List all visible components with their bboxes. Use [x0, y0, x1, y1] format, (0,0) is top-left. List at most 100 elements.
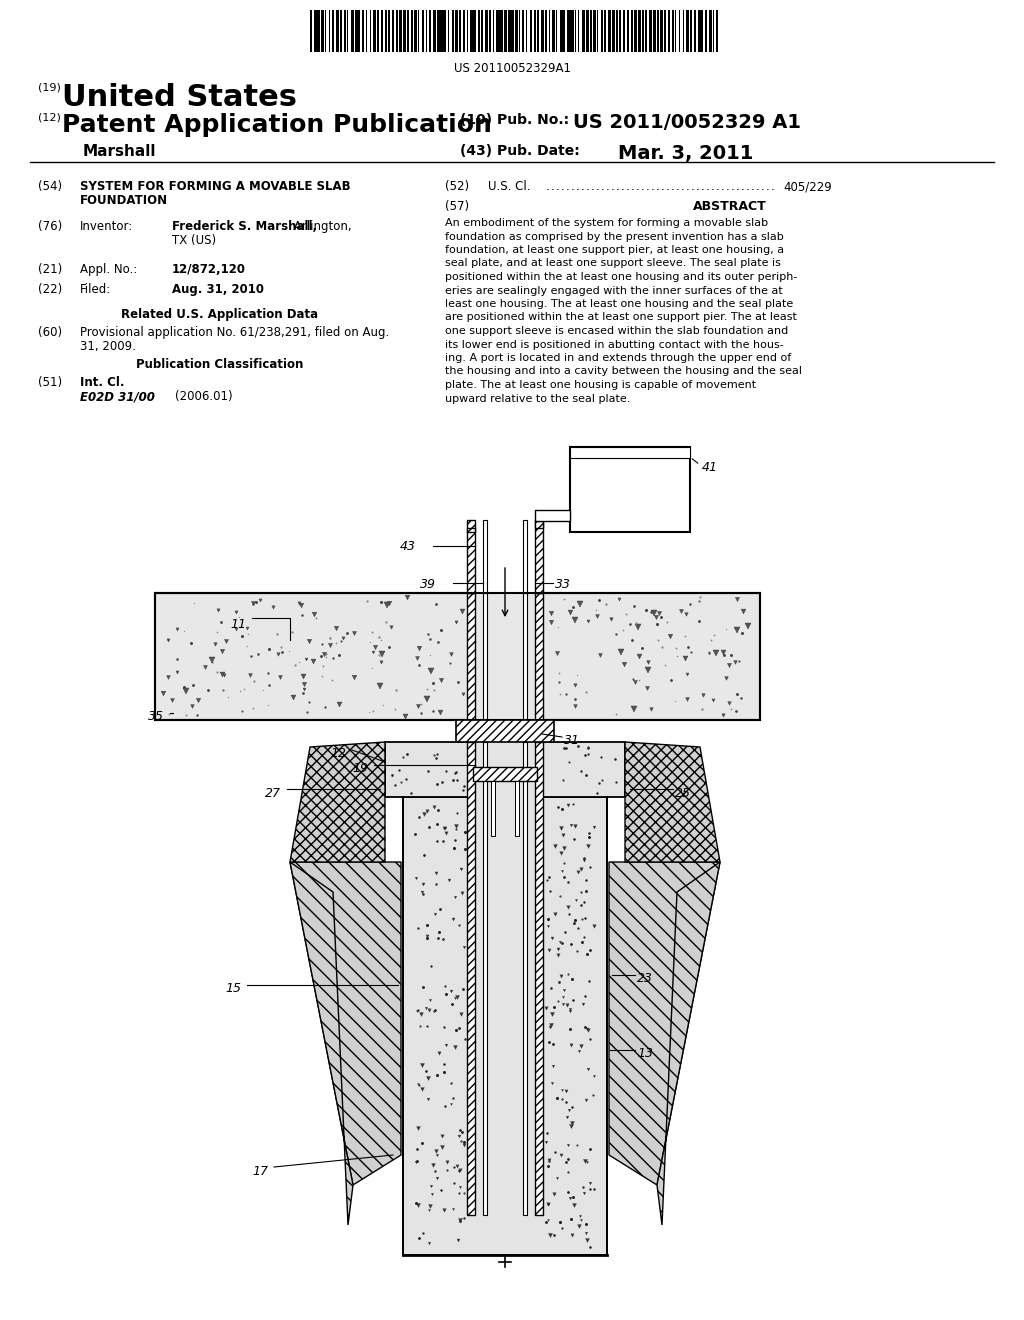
Bar	[675, 11, 677, 51]
Bar	[481, 11, 483, 51]
Bar	[399, 11, 401, 51]
Bar	[556, 11, 557, 51]
Bar	[452, 11, 455, 51]
Bar	[429, 11, 430, 51]
Bar	[690, 11, 692, 51]
Bar	[490, 781, 495, 836]
Bar	[623, 11, 625, 51]
Bar	[351, 11, 354, 51]
Bar	[523, 742, 527, 1214]
Text: .: .	[706, 180, 710, 193]
Text: Aug. 31, 2010: Aug. 31, 2010	[172, 282, 264, 296]
Bar	[549, 11, 550, 51]
Bar	[313, 11, 317, 51]
Text: (76): (76)	[38, 220, 62, 234]
Bar	[535, 510, 570, 521]
Bar	[574, 11, 577, 51]
Text: 12: 12	[330, 747, 346, 760]
Text: (54): (54)	[38, 180, 62, 193]
Bar	[697, 11, 701, 51]
Bar	[478, 11, 480, 51]
Text: .: .	[756, 180, 760, 193]
Text: United States: United States	[62, 83, 297, 112]
Text: .: .	[641, 180, 645, 193]
Text: .: .	[581, 180, 585, 193]
Bar	[570, 447, 690, 532]
Bar	[447, 11, 450, 51]
Text: 41: 41	[702, 461, 718, 474]
Text: .: .	[651, 180, 654, 193]
Text: .: .	[656, 180, 659, 193]
Text: .: .	[686, 180, 690, 193]
Text: .: .	[662, 180, 665, 193]
Text: seal plate, and at least one support sleeve. The seal plate is: seal plate, and at least one support sle…	[445, 259, 781, 268]
Bar	[467, 593, 475, 719]
Bar	[560, 11, 563, 51]
Text: 33: 33	[555, 578, 571, 591]
Text: FOUNDATION: FOUNDATION	[80, 194, 168, 207]
Bar	[155, 593, 760, 719]
Text: foundation as comprised by the present invention has a slab: foundation as comprised by the present i…	[445, 231, 783, 242]
Text: 25: 25	[675, 787, 691, 800]
Bar	[487, 742, 523, 1214]
Bar	[317, 11, 321, 51]
Text: .: .	[646, 180, 650, 193]
Text: .: .	[546, 180, 550, 193]
Text: .: .	[606, 180, 609, 193]
Text: Mar. 3, 2011: Mar. 3, 2011	[618, 144, 754, 162]
Text: .: .	[636, 180, 640, 193]
Bar	[381, 11, 383, 51]
Text: .: .	[611, 180, 614, 193]
Bar	[483, 593, 487, 719]
Bar	[333, 11, 334, 51]
Text: (57): (57)	[445, 201, 469, 213]
Text: U.S. Cl.: U.S. Cl.	[488, 180, 530, 193]
Bar	[579, 11, 580, 51]
Bar	[672, 11, 674, 51]
Bar	[347, 11, 348, 51]
Text: .: .	[561, 180, 565, 193]
Bar	[467, 528, 475, 532]
Bar	[354, 11, 357, 51]
Bar	[392, 11, 394, 51]
Text: .: .	[591, 180, 595, 193]
Text: 11: 11	[230, 618, 246, 631]
Bar	[325, 11, 327, 51]
Text: SYSTEM FOR FORMING A MOVABLE SLAB: SYSTEM FOR FORMING A MOVABLE SLAB	[80, 180, 350, 193]
Bar	[508, 11, 511, 51]
Text: upward relative to the seal plate.: upward relative to the seal plate.	[445, 393, 631, 404]
Bar	[343, 11, 346, 51]
Bar	[475, 742, 535, 1214]
Bar	[388, 11, 390, 51]
Polygon shape	[290, 862, 353, 1225]
Text: .: .	[676, 180, 680, 193]
Text: (19): (19)	[38, 83, 60, 92]
Text: (12): (12)	[38, 114, 60, 123]
Text: .: .	[681, 180, 685, 193]
Text: one support sleeve is encased within the slab foundation and: one support sleeve is encased within the…	[445, 326, 788, 337]
Bar	[504, 11, 507, 51]
Bar	[538, 11, 540, 51]
Text: E02D 31/00: E02D 31/00	[80, 389, 155, 403]
Bar	[433, 11, 436, 51]
Text: 23: 23	[637, 972, 653, 985]
Bar	[649, 11, 652, 51]
Bar	[493, 11, 495, 51]
Bar	[418, 11, 419, 51]
Bar	[155, 593, 760, 719]
Bar	[593, 11, 596, 51]
Bar	[612, 11, 614, 51]
Bar	[426, 11, 427, 51]
Bar	[665, 11, 667, 51]
Polygon shape	[290, 862, 401, 1185]
Text: plate. The at least one housing is capable of movement: plate. The at least one housing is capab…	[445, 380, 756, 389]
Bar	[522, 11, 524, 51]
Bar	[511, 11, 514, 51]
Bar	[467, 520, 475, 593]
Bar	[529, 11, 531, 51]
Bar	[395, 11, 397, 51]
Text: .: .	[736, 180, 739, 193]
Text: .: .	[601, 180, 605, 193]
Bar	[683, 11, 684, 51]
Bar	[638, 11, 641, 51]
